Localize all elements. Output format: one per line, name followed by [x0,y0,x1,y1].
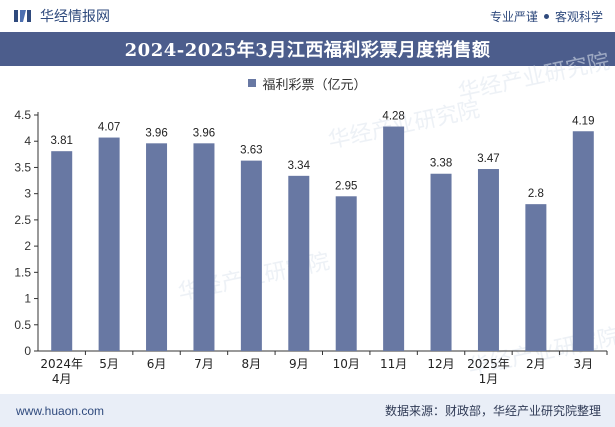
x-tick-label: 2025年 1月 [467,357,510,386]
y-tick-label: 2 [24,239,31,253]
x-tick-label: 2024年 4月 [40,357,83,386]
x-tick-label: 5月 [99,357,119,371]
y-tick-label: 3 [24,187,31,201]
x-tick-label: 2月 [526,357,546,371]
brand-name: 华经情报网 [40,8,110,24]
footer: www.huaon.com 数据来源：财政部，华经产业研究院整理 [0,394,615,427]
y-tick-label: 4.5 [14,108,31,122]
footer-source: 数据来源：财政部，华经产业研究院整理 [384,404,601,418]
x-tick-label: 12月 [427,357,454,371]
bar [477,169,499,351]
x-tick-label: 11月 [380,357,407,371]
slogan-tags: 专业严谨 客观科学 [490,8,603,25]
x-tick-label: 6月 [147,357,167,371]
y-tick-label: 1 [24,292,31,306]
x-tick-label: 7月 [194,357,214,371]
bar [430,173,452,351]
bar-value-label: 4.28 [382,111,404,123]
brand-logo-icon [14,10,31,22]
x-tick-label: 8月 [242,357,262,371]
y-tick-label: 2.5 [14,213,31,227]
footer-url[interactable]: www.huaon.com [16,403,105,418]
bar [98,137,120,351]
bar [146,143,168,351]
y-tick-label: 0 [24,344,31,358]
bar [525,204,547,351]
brand: 华经情报网 [14,6,110,26]
bar-value-label: 2.8 [528,188,544,200]
bar [193,143,215,351]
top-bar: 华经情报网 专业严谨 客观科学 [0,0,615,32]
bar [240,160,262,351]
legend-label: 福利彩票（亿元） [262,76,367,92]
bar [572,131,594,351]
bar [335,196,357,351]
bar-value-label: 3.96 [145,127,167,139]
bar-value-label: 4.19 [572,115,594,127]
bar-value-label: 3.81 [51,135,73,147]
legend: 福利彩票（亿元） [0,74,615,92]
bar-value-label: 4.07 [98,122,120,134]
x-tick-label: 3月 [573,357,593,371]
x-tick-label: 9月 [289,357,309,371]
bar-value-label: 3.38 [430,158,452,170]
watermark-text: 华经产业研究院 [456,49,612,105]
slogan-tag-2: 客观科学 [554,9,603,24]
bar-value-label: 3.63 [240,145,262,157]
x-tick-label: 10月 [333,357,360,371]
chart-title: 2024-2025年3月江西福利彩票月度销售额 [0,32,615,66]
bar-value-label: 2.95 [335,180,357,192]
bar-value-label: 3.34 [288,160,311,172]
bar-chart: 华经产业研究院华经产业研究院华经产业研究院华经产业研究院00.511.522.5… [14,49,615,386]
y-tick-label: 0.5 [14,318,31,332]
bullet-dot-icon [543,13,549,19]
bar [51,151,73,351]
bar-value-label: 3.96 [193,127,215,139]
legend-swatch [248,79,257,87]
slogan-tag-1: 专业严谨 [489,9,538,24]
y-tick-label: 4 [24,134,31,148]
bar-value-label: 3.47 [477,153,499,165]
bar [288,175,310,351]
bar [383,126,405,351]
y-tick-label: 3.5 [14,160,31,174]
y-tick-label: 1.5 [14,265,31,279]
